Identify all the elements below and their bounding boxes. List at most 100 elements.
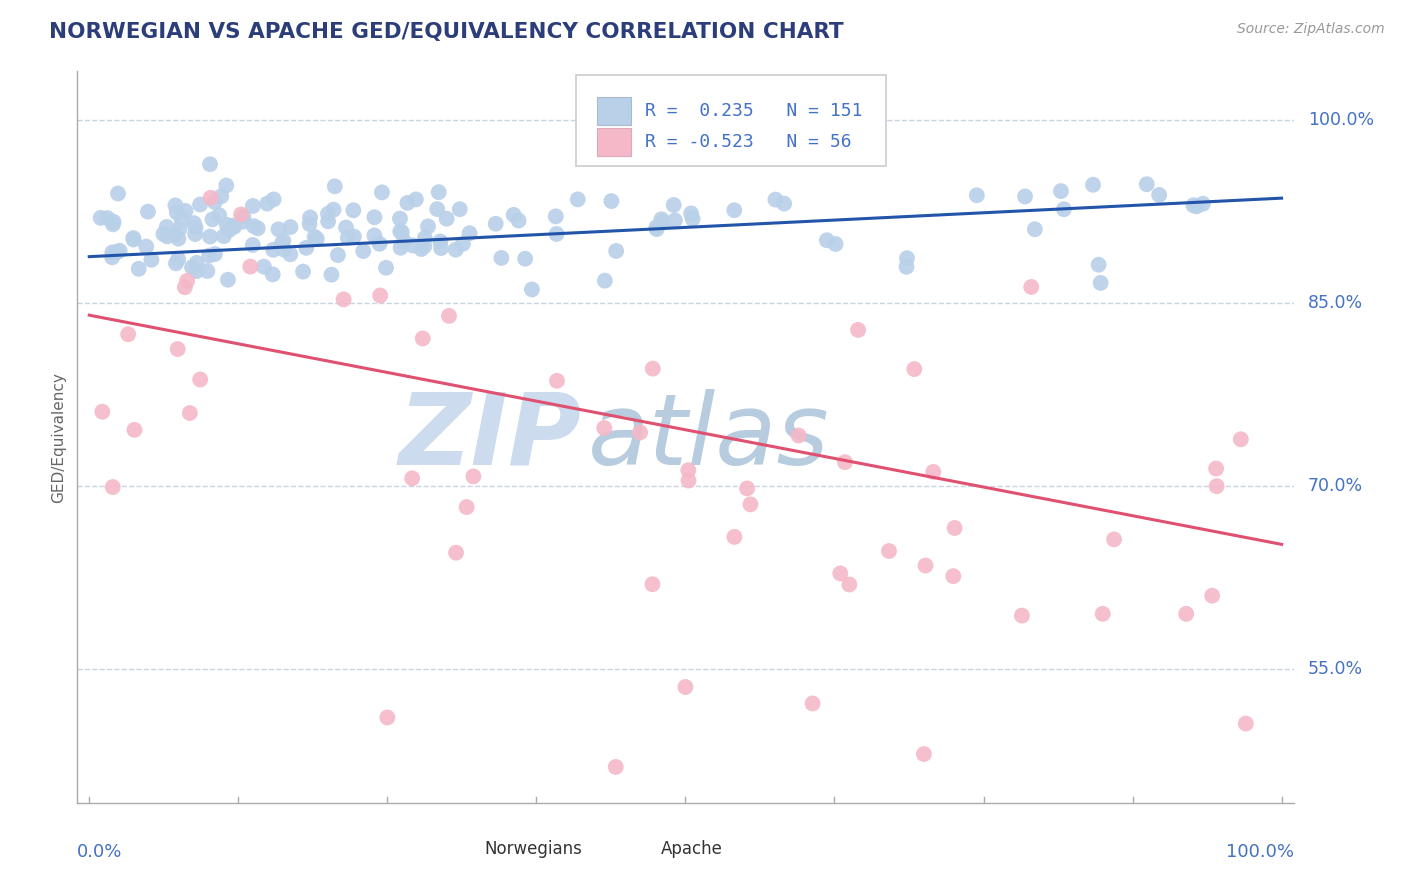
Point: [375, 710, 398, 724]
Point: [815, 233, 838, 247]
Point: [96, 211, 118, 226]
Point: [1185, 199, 1208, 213]
Point: [444, 243, 467, 257]
Point: [270, 237, 292, 252]
Point: [650, 212, 672, 227]
Point: [723, 203, 745, 218]
Point: [546, 374, 568, 388]
Point: [451, 236, 474, 251]
Point: [437, 309, 460, 323]
Point: [332, 293, 354, 307]
Point: [371, 186, 394, 200]
Point: [229, 207, 252, 221]
Point: [184, 220, 207, 235]
Point: [645, 222, 668, 236]
Point: [389, 225, 412, 239]
Point: [273, 243, 295, 257]
Point: [184, 227, 207, 241]
Point: [1136, 178, 1159, 192]
Point: [456, 500, 478, 514]
Point: [396, 195, 419, 210]
Point: [342, 203, 364, 218]
Point: [740, 497, 762, 511]
Point: [682, 211, 704, 226]
Point: [181, 260, 204, 275]
Point: [166, 205, 188, 219]
Point: [363, 228, 385, 243]
Text: 100.0%: 100.0%: [1226, 843, 1294, 861]
Point: [165, 256, 187, 270]
Point: [678, 474, 700, 488]
Point: [723, 530, 745, 544]
Point: [91, 405, 114, 419]
Point: [179, 406, 201, 420]
Point: [413, 231, 436, 245]
Point: [520, 283, 543, 297]
Point: [166, 342, 188, 356]
Point: [567, 193, 589, 207]
Point: [675, 680, 697, 694]
Point: [444, 546, 467, 560]
Point: [388, 211, 411, 226]
Point: [209, 189, 232, 203]
Point: [186, 264, 208, 278]
Point: [316, 214, 339, 228]
Point: [943, 521, 966, 535]
Point: [195, 264, 218, 278]
Point: [117, 327, 139, 342]
Point: [336, 231, 359, 245]
Point: [605, 244, 627, 258]
Point: [101, 251, 124, 265]
Point: [186, 256, 208, 270]
Point: [253, 260, 276, 274]
Text: R = -0.523   N = 56: R = -0.523 N = 56: [645, 133, 852, 151]
Point: [463, 469, 485, 483]
Point: [449, 202, 471, 216]
Point: [914, 558, 936, 573]
Point: [830, 566, 852, 581]
Point: [136, 204, 159, 219]
Point: [107, 186, 129, 201]
Point: [846, 323, 869, 337]
Point: [176, 274, 198, 288]
Point: [838, 577, 860, 591]
Point: [765, 193, 787, 207]
Point: [1102, 533, 1125, 547]
Point: [1090, 276, 1112, 290]
FancyBboxPatch shape: [576, 75, 886, 167]
Point: [267, 222, 290, 236]
Point: [735, 482, 758, 496]
Point: [122, 231, 145, 245]
Point: [292, 264, 315, 278]
Y-axis label: GED/Equivalency: GED/Equivalency: [51, 372, 66, 502]
Point: [298, 217, 321, 231]
Point: [678, 463, 700, 477]
Point: [215, 178, 238, 193]
Point: [411, 242, 433, 256]
Point: [299, 211, 322, 225]
Point: [215, 218, 238, 232]
Point: [645, 220, 668, 235]
Point: [212, 229, 235, 244]
Text: 100.0%: 100.0%: [1308, 112, 1374, 129]
Point: [141, 252, 163, 267]
Point: [352, 244, 374, 258]
Point: [322, 202, 344, 217]
Point: [204, 247, 226, 261]
Point: [262, 243, 284, 257]
Point: [546, 227, 568, 241]
Bar: [449, 841, 475, 859]
Text: NORWEGIAN VS APACHE GED/EQUIVALENCY CORRELATION CHART: NORWEGIAN VS APACHE GED/EQUIVALENCY CORR…: [49, 22, 844, 42]
Point: [430, 241, 453, 255]
Bar: [596, 128, 631, 156]
Point: [224, 219, 246, 234]
Point: [391, 225, 413, 239]
Point: [198, 157, 221, 171]
Point: [773, 196, 796, 211]
Text: 70.0%: 70.0%: [1308, 477, 1364, 495]
Text: Source: ZipAtlas.com: Source: ZipAtlas.com: [1237, 22, 1385, 37]
Point: [593, 274, 616, 288]
Point: [413, 239, 436, 253]
Point: [896, 260, 918, 274]
Point: [508, 213, 530, 227]
